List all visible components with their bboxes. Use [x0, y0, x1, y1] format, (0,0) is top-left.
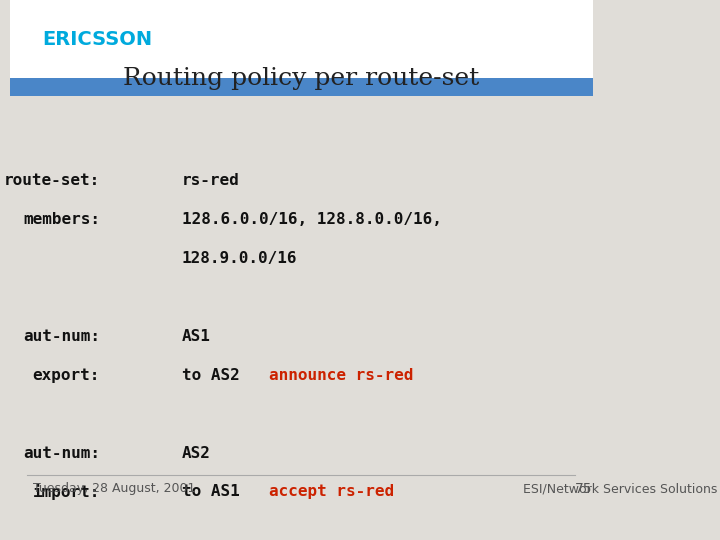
- Text: accept rs-red: accept rs-red: [269, 484, 395, 500]
- Text: announce rs-red: announce rs-red: [269, 368, 413, 383]
- Text: to AS1: to AS1: [181, 484, 258, 500]
- Text: aut-num:: aut-num:: [23, 446, 100, 461]
- Text: rs-red: rs-red: [181, 173, 240, 188]
- FancyBboxPatch shape: [10, 78, 593, 96]
- Text: ESI/Network Services Solutions: ESI/Network Services Solutions: [523, 482, 717, 495]
- Text: members:: members:: [23, 212, 100, 227]
- Text: export:: export:: [32, 368, 100, 383]
- Text: ERICSSON: ERICSSON: [42, 30, 152, 49]
- Text: Tuesday, 28 August, 2001: Tuesday, 28 August, 2001: [33, 482, 195, 495]
- Text: 128.6.0.0/16, 128.8.0.0/16,: 128.6.0.0/16, 128.8.0.0/16,: [181, 212, 441, 227]
- Text: aut-num:: aut-num:: [23, 329, 100, 344]
- Text: route-set:: route-set:: [4, 173, 100, 188]
- Text: AS2: AS2: [181, 446, 210, 461]
- Text: Routing policy per route-set: Routing policy per route-set: [123, 67, 480, 90]
- Text: AS1: AS1: [181, 329, 210, 344]
- Text: 75: 75: [575, 482, 593, 496]
- Text: 128.9.0.0/16: 128.9.0.0/16: [181, 251, 297, 266]
- Text: to AS2: to AS2: [181, 368, 258, 383]
- Text: import:: import:: [32, 484, 100, 500]
- FancyBboxPatch shape: [10, 0, 593, 78]
